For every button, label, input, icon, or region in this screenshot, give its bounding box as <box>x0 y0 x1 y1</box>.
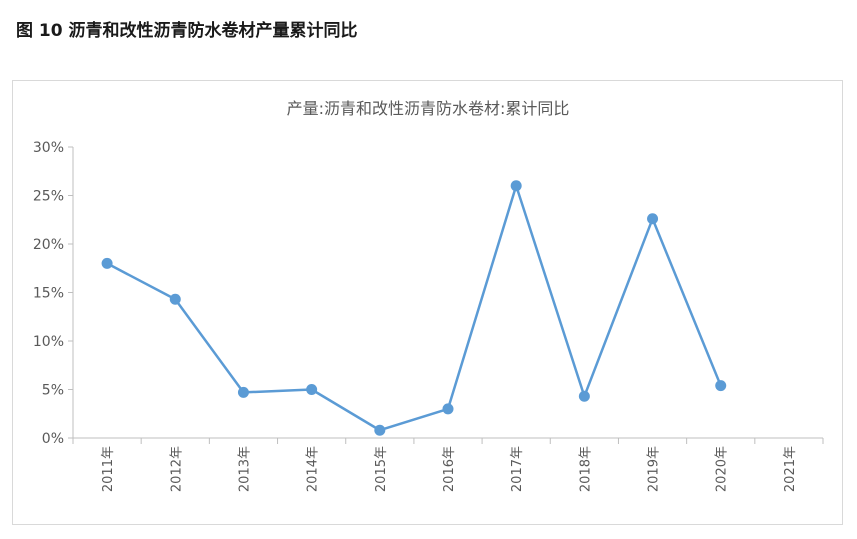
x-tick-label: 2020年 <box>715 446 730 492</box>
data-point <box>578 390 590 402</box>
figure-caption: 图 10 沥青和改性沥青防水卷材产量累计同比 <box>16 21 358 41</box>
data-point <box>442 403 454 415</box>
x-tick-label: 2016年 <box>442 446 457 492</box>
chart-axes: 0% 5% 10% 15% 20% 25% 30% 2011年 2012年 2013年 2014年 2… <box>33 140 824 492</box>
y-tick-label: 0% <box>42 431 64 447</box>
x-tick-label: 2012年 <box>169 446 184 492</box>
data-point <box>647 213 659 225</box>
data-point <box>715 380 727 392</box>
x-tick-label: 2018年 <box>578 446 593 492</box>
x-tick-label: 2017年 <box>510 446 525 492</box>
x-tick-label: 2011年 <box>101 446 116 492</box>
data-point <box>169 293 181 305</box>
x-tick-label: 2019年 <box>647 446 662 492</box>
data-point <box>101 257 113 269</box>
data-point <box>306 384 318 395</box>
x-tick-label: 2021年 <box>783 446 798 492</box>
x-tick-label: 2013年 <box>237 446 252 492</box>
data-point <box>510 180 522 192</box>
data-point <box>374 424 386 436</box>
chart-title: 产量:沥青和改性沥青防水卷材:累计同比 <box>287 99 570 118</box>
chart-frame: 产量:沥青和改性沥青防水卷材:累计同比 0% 5% 10% 15% 20% 25% 30% 2… <box>12 80 843 525</box>
y-tick-label: 15% <box>33 286 64 302</box>
y-tick-label: 20% <box>33 237 64 253</box>
y-tick-label: 5% <box>42 383 64 399</box>
y-tick-label: 10% <box>33 334 64 350</box>
x-tick-label: 2014年 <box>306 446 321 492</box>
x-tick-label: 2015年 <box>374 446 389 492</box>
data-point <box>237 386 249 398</box>
y-tick-label: 30% <box>33 140 64 156</box>
chart-plot-area <box>101 180 727 436</box>
series-line <box>106 184 722 432</box>
y-tick-label: 25% <box>33 189 64 205</box>
line-chart: 产量:沥青和改性沥青防水卷材:累计同比 0% 5% 10% 15% 20% 25% 30% 2… <box>33 99 824 492</box>
